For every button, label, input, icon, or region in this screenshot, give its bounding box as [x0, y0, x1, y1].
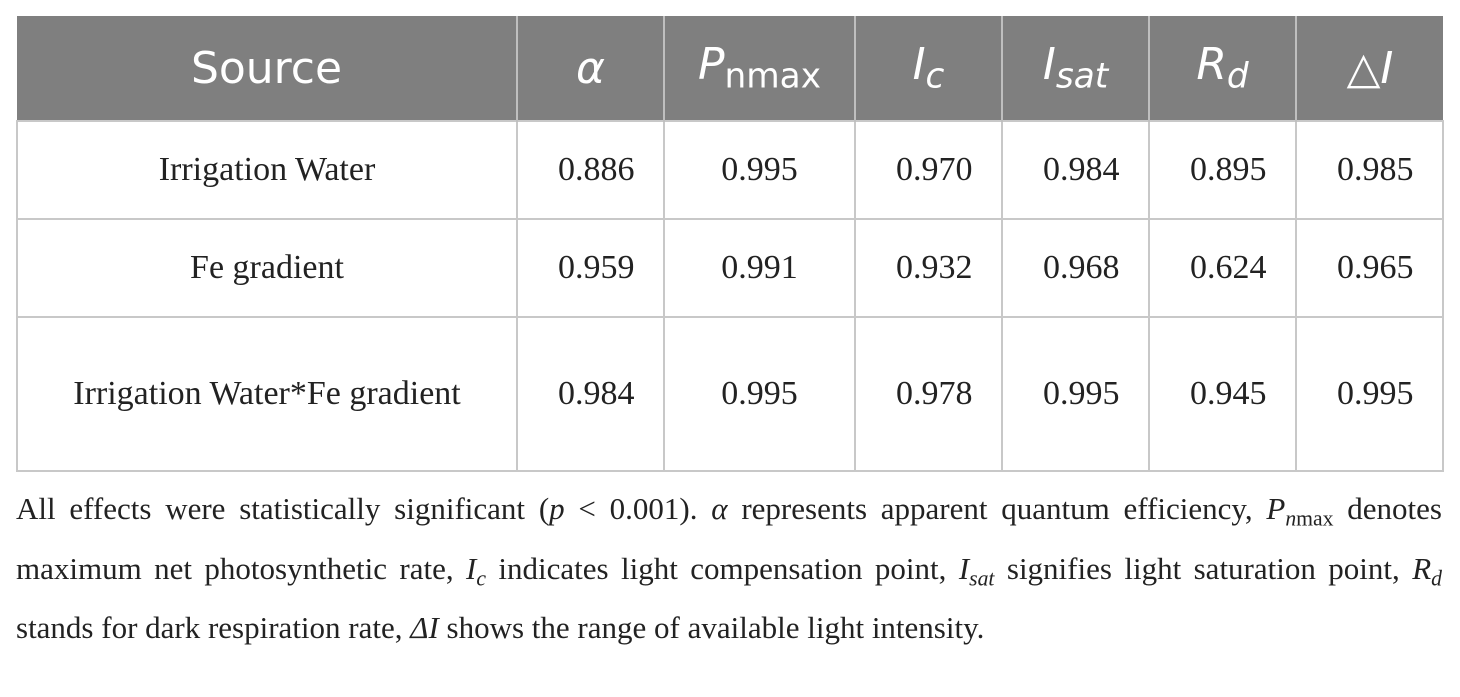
table-cell: 0.995: [1001, 316, 1150, 472]
text-run: signifies light saturation point,: [994, 550, 1413, 586]
table-cell: 0.984: [1001, 120, 1150, 220]
subscript-run: c: [925, 56, 945, 97]
italic-run: I: [1042, 39, 1056, 91]
column-header: Ic: [854, 16, 1002, 121]
text-run: < 0.001).: [564, 491, 712, 526]
subscript-run: d: [1431, 566, 1442, 590]
table-cell: 0.624: [1148, 218, 1297, 318]
text-run: denotes maximum net photosynthetic rate,: [16, 491, 1442, 586]
column-header: Pnmax: [663, 16, 855, 121]
table-cell: 0.995: [663, 316, 856, 472]
text-run: shows the range of available light inten…: [438, 610, 985, 645]
table-cell: 0.959: [516, 218, 665, 318]
table-cell: 0.965: [1295, 218, 1444, 318]
footnote: All effects were statistically significa…: [16, 484, 1442, 653]
table-cell: Irrigation Water: [16, 120, 518, 220]
table-cell: 0.932: [854, 218, 1003, 318]
table-cell: 0.978: [854, 316, 1003, 472]
column-header: α: [516, 16, 664, 121]
table-body: Irrigation Water 0.886 0.995 0.970 0.984 0.89…: [16, 120, 1444, 472]
column-header: Source: [17, 16, 517, 121]
text-run: represents apparent quantum efficiency,: [727, 491, 1267, 526]
subscript-run: max: [1296, 506, 1334, 531]
table-cell: 0.895: [1148, 120, 1297, 220]
italic-run: ΔI: [410, 610, 439, 645]
subscript-run: d: [1226, 56, 1249, 97]
text-run: △: [1346, 42, 1381, 94]
italic-run: P: [697, 39, 725, 91]
column-header: Rd: [1148, 16, 1296, 121]
italic-run: α: [711, 491, 728, 526]
table-cell: 0.985: [1295, 120, 1444, 220]
data-table: Source α Pnmax Ic Isat Rd △I Irrigation Water 0…: [16, 16, 1444, 472]
text-run: stands for dark respiration rate,: [16, 610, 411, 645]
header-row: Source α Pnmax Ic Isat Rd △I: [17, 16, 1443, 121]
text-run: All effects were statistically significa…: [16, 491, 550, 526]
italic-run: R: [1412, 550, 1432, 586]
table-cell: 0.945: [1148, 316, 1297, 472]
subscript-run: c: [476, 566, 486, 590]
italic-run: p: [549, 491, 565, 526]
table-cell: 0.984: [516, 316, 665, 472]
column-header: Isat: [1001, 16, 1149, 121]
text-run: Source: [190, 42, 343, 94]
table-cell: 0.995: [663, 120, 856, 220]
subscript-run: n: [1285, 506, 1297, 531]
table-cell: Irrigation Water*Fe gradient: [16, 316, 518, 472]
italic-run: I: [912, 39, 926, 91]
italic-run: R: [1196, 39, 1227, 91]
column-header: △I: [1295, 16, 1443, 121]
italic-run: α: [575, 42, 605, 94]
table-cell: 0.886: [516, 120, 665, 220]
italic-run: I: [1380, 42, 1394, 94]
table-cell: Fe gradient: [16, 218, 518, 318]
table-row: Irrigation Water 0.886 0.995 0.970 0.984 0.89…: [16, 120, 1444, 220]
subscript-run: nmax: [724, 56, 822, 97]
table-cell: 0.970: [854, 120, 1003, 220]
subscript-run: sat: [1055, 56, 1109, 97]
table-cell: 0.991: [663, 218, 856, 318]
italic-run: P: [1266, 491, 1286, 526]
table-cell: 0.995: [1295, 316, 1444, 472]
table-cell: 0.968: [1001, 218, 1150, 318]
text-run: indicates light compensation point,: [486, 550, 959, 586]
italic-run: I: [958, 550, 970, 586]
subscript-run: sat: [969, 566, 995, 590]
italic-run: I: [466, 550, 477, 586]
table-row: Irrigation Water*Fe gradient 0.984 0.995 0.…: [16, 316, 1444, 472]
table-row: Fe gradient 0.959 0.991 0.932 0.968 0.624 0.96…: [16, 218, 1444, 318]
